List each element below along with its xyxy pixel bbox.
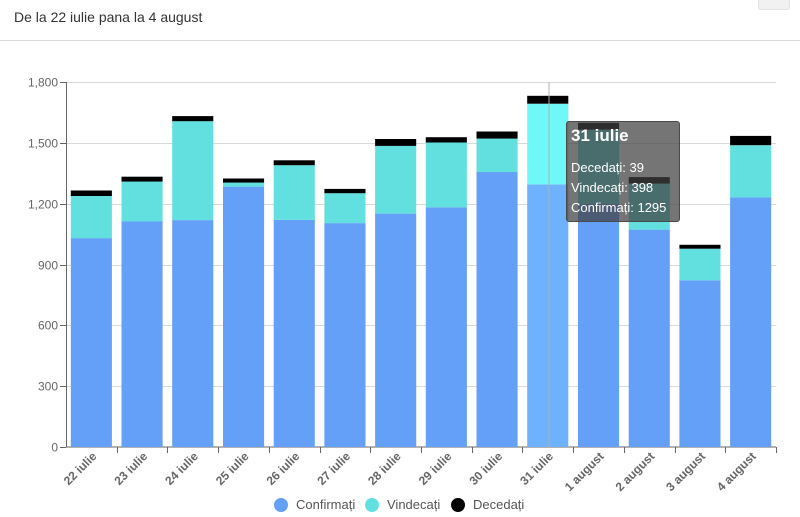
bar-segment-vindecai-13[interactable] <box>730 145 772 198</box>
bars <box>70 95 772 448</box>
legend-label-recovered: Vindecați <box>387 497 441 512</box>
chart-subtitle: De la 22 iulie pana la 4 august <box>14 9 203 25</box>
y-tick-label: 1,800 <box>28 76 58 90</box>
bar-segment-confirmai-0[interactable] <box>70 238 112 447</box>
bar-segment-vindecai-9[interactable] <box>527 103 569 185</box>
bar-segment-decedai-2[interactable] <box>172 116 214 122</box>
bar-segment-confirmai-10[interactable] <box>578 203 620 447</box>
y-axis: 0 300 600 900 1,200 1,500 1,800 <box>28 76 67 455</box>
bar-segment-decedai-8[interactable] <box>476 131 518 139</box>
x-tick-label: 26 iulie <box>264 449 303 488</box>
legend-swatch-deceased <box>451 497 465 512</box>
bar-segment-decedai-7[interactable] <box>425 137 467 143</box>
bar-segment-confirmai-9[interactable] <box>527 184 569 447</box>
bar-segment-confirmai-11[interactable] <box>628 229 670 447</box>
bar-segment-decedai-13[interactable] <box>730 135 772 146</box>
bar-segment-vindecai-8[interactable] <box>476 138 518 173</box>
x-tick-label: 30 iulie <box>467 449 506 488</box>
x-tick-label: 2 august <box>613 449 658 494</box>
bar-segment-decedai-1[interactable] <box>121 176 163 182</box>
bar-segment-decedai-5[interactable] <box>324 188 366 194</box>
chart-legend: Confirmați Vindecați Decedați <box>0 497 800 515</box>
tooltip-row-deceased: Decedați: 39 <box>571 160 644 175</box>
bar-segment-vindecai-4[interactable] <box>273 165 315 220</box>
tooltip-row-confirmed: Confirmați: 1295 <box>571 200 667 215</box>
bar-segment-vindecai-3[interactable] <box>223 182 265 187</box>
legend-label-confirmed: Confirmați <box>296 497 356 512</box>
bar-segment-confirmai-6[interactable] <box>375 213 417 447</box>
bar-segment-vindecai-6[interactable] <box>375 145 417 214</box>
y-tick-label: 1,200 <box>28 198 58 212</box>
chart-tooltip: 31 iulie Decedați: 39 Vindecați: 398 Con… <box>566 121 680 222</box>
bar-segment-vindecai-7[interactable] <box>425 142 467 208</box>
bar-segment-confirmai-13[interactable] <box>730 197 772 447</box>
card-header: De la 22 iulie pana la 4 august <box>0 0 800 41</box>
bar-segment-vindecai-12[interactable] <box>679 248 721 281</box>
y-tick-label: 1,500 <box>28 137 58 151</box>
legend-swatch-confirmed <box>274 497 288 512</box>
bar-segment-confirmai-5[interactable] <box>324 223 366 447</box>
bar-segment-vindecai-5[interactable] <box>324 193 366 224</box>
bar-segment-confirmai-2[interactable] <box>172 220 214 447</box>
bar-segment-confirmai-12[interactable] <box>679 280 721 447</box>
legend-item-deceased[interactable]: Decedați <box>451 497 524 512</box>
x-tick-label: 3 august <box>663 449 708 494</box>
bar-segment-vindecai-0[interactable] <box>70 196 112 239</box>
y-tick-label: 300 <box>38 380 58 394</box>
bar-segment-vindecai-2[interactable] <box>172 121 214 221</box>
tooltip-title: 31 iulie <box>571 126 629 145</box>
menu-button[interactable] <box>758 0 790 10</box>
y-tick-label: 600 <box>38 319 58 333</box>
y-tick-label: 900 <box>38 259 58 273</box>
x-tick-label: 4 august <box>714 449 759 494</box>
bar-segment-vindecai-1[interactable] <box>121 181 163 222</box>
bar-segment-confirmai-8[interactable] <box>476 172 518 447</box>
bar-segment-confirmai-1[interactable] <box>121 221 163 448</box>
bar-segment-confirmai-7[interactable] <box>425 207 467 447</box>
legend-label-deceased: Decedați <box>473 497 525 512</box>
stacked-bar-chart: 0 300 600 900 1,200 1,500 1,800 22 iulie 23 iul… <box>28 76 777 494</box>
bar-segment-confirmai-4[interactable] <box>273 219 315 447</box>
y-tick-label: 0 <box>51 441 58 455</box>
bar-segment-decedai-4[interactable] <box>273 160 315 166</box>
legend-swatch-recovered <box>365 497 379 512</box>
bar-segment-decedai-3[interactable] <box>223 178 265 183</box>
x-tick-label: 28 iulie <box>365 449 404 488</box>
x-tick-label: 25 iulie <box>213 449 252 488</box>
bar-segment-decedai-0[interactable] <box>70 190 112 197</box>
tooltip-row-recovered: Vindecați: 398 <box>571 180 654 195</box>
x-tick-label: 1 august <box>562 449 607 494</box>
legend-item-recovered[interactable]: Vindecați <box>365 497 440 512</box>
bar-segment-decedai-12[interactable] <box>679 244 721 249</box>
x-tick-label: 27 iulie <box>314 449 353 488</box>
bar-segment-confirmai-3[interactable] <box>223 186 265 447</box>
x-tick-label: 23 iulie <box>112 449 151 488</box>
legend-item-confirmed[interactable]: Confirmați <box>274 497 355 512</box>
bar-segment-decedai-6[interactable] <box>375 139 417 146</box>
x-tick-label: 24 iulie <box>162 449 201 488</box>
bar-segment-decedai-9[interactable] <box>527 95 569 104</box>
x-axis-labels: 22 iulie 23 iulie 24 iulie 25 iulie 26 iulie… <box>61 447 777 494</box>
x-tick-label: 29 iulie <box>416 449 455 488</box>
x-tick-label: 31 iulie <box>517 449 556 488</box>
x-tick-label: 22 iulie <box>61 449 100 488</box>
